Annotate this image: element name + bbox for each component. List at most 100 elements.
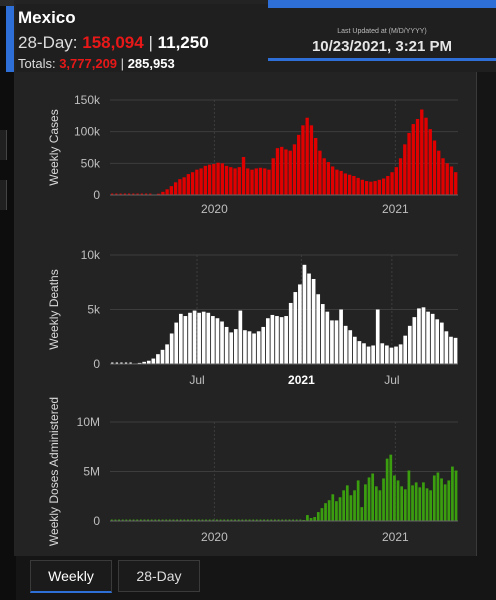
- chart0-bar: [432, 140, 437, 195]
- chart2-bar: [179, 519, 182, 521]
- chart1-bar: [243, 330, 247, 364]
- chart0-bar: [237, 167, 241, 195]
- chart0-bar: [140, 193, 143, 195]
- chart2-bar: [425, 488, 429, 521]
- chart2-bar: [371, 473, 375, 521]
- chart2-bar: [349, 495, 353, 521]
- last-updated-top-bar: [268, 0, 496, 8]
- chart1-bar: [206, 312, 211, 364]
- chart0-bar: [428, 129, 432, 195]
- chart2-bar: [161, 519, 164, 521]
- chart0-bar: [169, 186, 174, 195]
- chart0-bar: [343, 173, 348, 195]
- chart1-bar: [389, 347, 394, 364]
- chart1-bar: [417, 308, 421, 364]
- chart1-bar: [265, 318, 270, 364]
- sidebar-tab-1[interactable]: [0, 130, 7, 160]
- chart2-bar: [393, 475, 396, 521]
- chart1-bar: [444, 331, 449, 364]
- chart0-bar: [445, 163, 449, 195]
- chart0-bar: [123, 193, 126, 195]
- chart0-bar: [156, 193, 161, 195]
- chart2-bar: [274, 519, 276, 521]
- chart0-bar: [149, 193, 152, 195]
- chart2-bar: [432, 475, 436, 521]
- chart0-bar: [241, 157, 246, 195]
- chart0-bar: [165, 189, 169, 195]
- chart0-bar: [309, 125, 314, 195]
- chart1-bar: [394, 346, 398, 364]
- chart1-bar: [439, 322, 444, 364]
- chart1-bar: [352, 336, 357, 364]
- last-updated-box: Last Updated at (M/D/YYYY) 10/23/2021, 3…: [268, 0, 496, 72]
- chart0-ytick-label: 150k: [74, 93, 101, 107]
- chart2-bar: [259, 519, 262, 521]
- chart1-bar: [362, 343, 366, 364]
- chart2-bar: [266, 519, 269, 521]
- chart1-bar: [330, 320, 334, 364]
- chart1-bar: [215, 318, 220, 364]
- chart2-bar: [389, 454, 393, 521]
- chart2-bar: [454, 470, 458, 521]
- chart0-bar: [424, 117, 428, 195]
- chart1-bar: [261, 326, 266, 364]
- chart1-xtick-label: 2021: [288, 373, 315, 387]
- tab-28-day[interactable]: 28-Day: [118, 560, 200, 592]
- chart2-bar: [248, 519, 251, 521]
- chart0-bar: [271, 158, 275, 195]
- chart0-bar: [246, 168, 250, 195]
- chart1-bar: [302, 264, 307, 364]
- chart0-bar: [203, 165, 208, 195]
- weekly-charts: 150k 100k 50k 0 2020 2021 Weekly Cases 10k 5k 0 Ju…: [47, 93, 458, 546]
- chart0-bar: [390, 172, 394, 195]
- chart1-bar: [380, 343, 385, 364]
- chart0-bar: [352, 176, 356, 195]
- chart2-bar: [197, 519, 200, 521]
- chart2-xtick-label: 2020: [201, 530, 228, 544]
- chart2-bar: [241, 519, 244, 521]
- chart0-bar: [161, 191, 165, 195]
- chart2-bar: [219, 519, 222, 521]
- chart2-bar: [403, 489, 407, 521]
- chart1-ytick-label: 10k: [81, 248, 101, 262]
- chart0-bar: [284, 149, 288, 195]
- chart2-bar: [277, 519, 280, 521]
- chart2-bar: [223, 519, 226, 521]
- day28-row: 28-Day: 158,094 | 11,250: [18, 33, 209, 53]
- chart2-bar: [447, 480, 451, 521]
- chart2-bar: [374, 486, 378, 521]
- chart1-bar: [174, 322, 179, 364]
- chart1-bar: [183, 316, 188, 364]
- chart0-bar: [288, 150, 292, 195]
- chart0-bar: [377, 179, 382, 195]
- chart1-bar: [325, 311, 330, 364]
- chart0-ytick-label: 50k: [81, 156, 101, 170]
- sidebar-tab-2[interactable]: [0, 180, 7, 210]
- chart1-bar: [275, 316, 279, 364]
- chart0-bar: [145, 193, 148, 195]
- chart1-xtick-label: Jul: [189, 373, 204, 387]
- chart0-bar: [373, 181, 377, 195]
- totals-cases: 3,777,209: [59, 56, 118, 71]
- chart2-bar: [313, 517, 317, 521]
- chart1-bar: [238, 310, 243, 364]
- chart2-bar: [342, 490, 346, 521]
- chart1-bar: [385, 345, 389, 364]
- tab-weekly[interactable]: Weekly: [30, 560, 112, 593]
- chart1-bar: [137, 362, 142, 364]
- day28-label: 28-Day:: [18, 33, 78, 52]
- chart2-bar: [284, 519, 287, 521]
- chart1-bar: [252, 333, 256, 364]
- chart2-bar: [255, 519, 258, 521]
- chart0-bar: [224, 165, 229, 195]
- chart0-bar: [128, 193, 131, 195]
- last-updated-label: Last Updated at (M/D/YYYY): [337, 28, 427, 35]
- chart1-bar: [197, 312, 201, 364]
- totals-separator: |: [120, 56, 125, 71]
- chart2-bar: [443, 484, 447, 521]
- chart0-bar: [207, 164, 212, 195]
- chart2-ylabel: Weekly Doses Administered: [47, 397, 61, 546]
- chart2-bar: [407, 470, 411, 521]
- chart1-bar: [124, 362, 128, 364]
- chart0-bar: [394, 167, 398, 195]
